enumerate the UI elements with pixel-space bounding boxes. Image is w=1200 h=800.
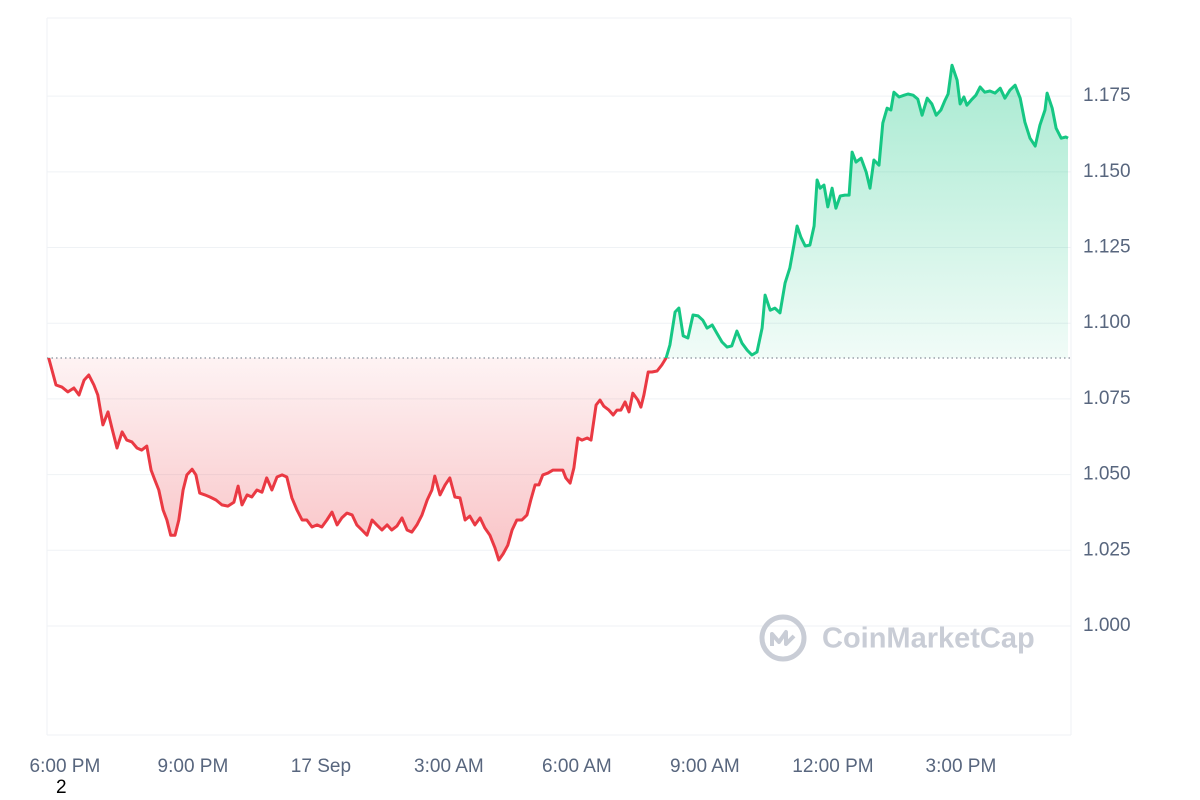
x-tick-label: 12:00 PM: [792, 756, 873, 777]
footnote: 2: [56, 777, 67, 798]
y-tick-label: 1.175: [1083, 85, 1131, 106]
y-tick-label: 1.125: [1083, 237, 1131, 258]
watermark: CoinMarketCap: [822, 623, 1035, 655]
y-tick-label: 1.050: [1083, 464, 1131, 485]
price-line: [47, 63, 1069, 562]
x-tick-label: 9:00 PM: [158, 756, 229, 777]
x-tick-label: 17 Sep: [291, 756, 351, 777]
y-tick-label: 1.100: [1083, 312, 1131, 333]
x-tick-label: 6:00 PM: [30, 756, 101, 777]
y-tick-label: 1.075: [1083, 388, 1131, 409]
watermark-logo: [759, 614, 807, 662]
y-tick-label: 1.025: [1083, 539, 1131, 560]
price-area: [48, 65, 1069, 560]
x-tick-label: 6:00 AM: [542, 756, 612, 777]
x-tick-label: 3:00 AM: [414, 756, 484, 777]
x-tick-label: 9:00 AM: [670, 756, 740, 777]
y-tick-label: 1.000: [1083, 615, 1131, 636]
x-tick-label: 3:00 PM: [926, 756, 997, 777]
y-tick-label: 1.150: [1083, 161, 1131, 182]
